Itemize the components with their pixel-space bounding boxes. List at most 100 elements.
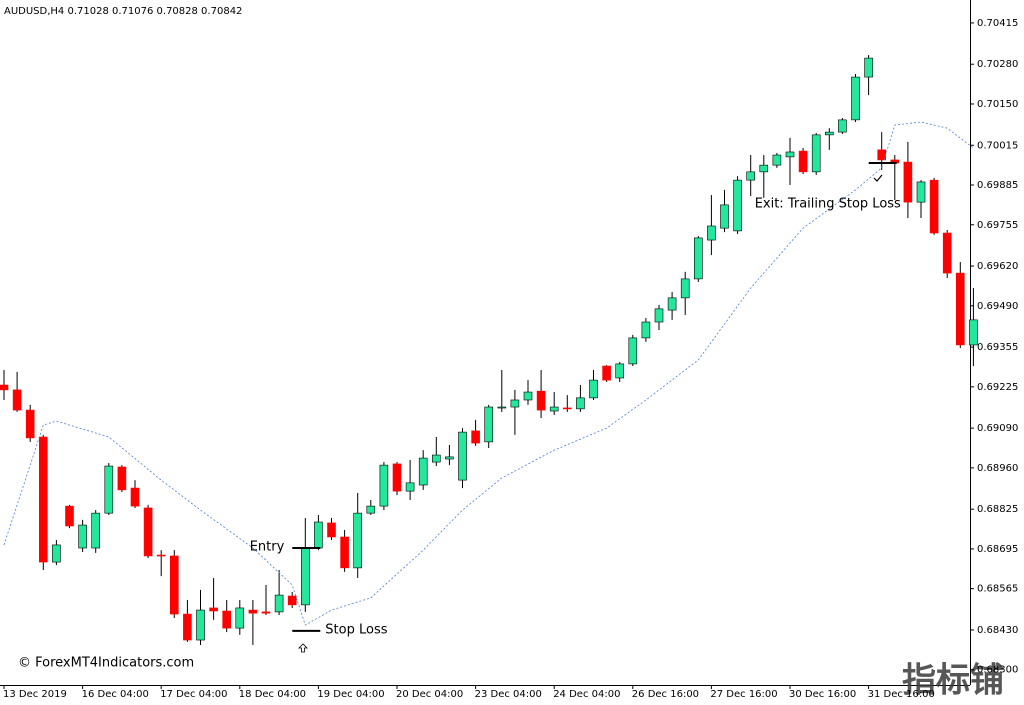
y-tick-label: 0.68960	[977, 463, 1018, 474]
candle-body	[562, 407, 572, 410]
candle-body	[654, 308, 664, 323]
candle-body	[379, 464, 389, 507]
candle-body	[785, 151, 795, 158]
x-tick-label: 13 Dec 2019	[3, 689, 67, 700]
x-tick-label: 16 Dec 04:00	[82, 689, 149, 700]
candle-body	[340, 536, 349, 569]
check-icon	[873, 174, 883, 182]
candle-body	[484, 406, 494, 443]
candle-body	[772, 154, 782, 166]
x-tick-label: 18 Dec 04:00	[239, 689, 306, 700]
x-tick-label: 17 Dec 04:00	[160, 689, 227, 700]
candle-body	[353, 512, 363, 569]
candle-body	[811, 134, 821, 173]
chart-title: AUDUSD,H4 0.71028 0.71076 0.70828 0.7084…	[4, 6, 242, 17]
y-tick-label: 0.68695	[977, 544, 1018, 555]
candle-body	[458, 431, 467, 481]
candle-body	[759, 164, 769, 173]
x-tick-label: 20 Dec 04:00	[396, 689, 463, 700]
candle-body	[235, 607, 245, 629]
candle-body	[78, 524, 87, 549]
candle-body	[851, 76, 860, 121]
candle-body	[523, 391, 533, 401]
candle-body	[209, 607, 218, 612]
candle-body	[445, 456, 454, 460]
candle-body	[261, 611, 271, 614]
x-tick-label: 26 Dec 16:00	[632, 689, 699, 700]
y-tick-label: 0.68300	[977, 665, 1018, 676]
candle-body	[156, 554, 166, 557]
candle-body	[222, 610, 231, 629]
candle-body	[680, 278, 690, 299]
y-tick-label: 0.68825	[977, 504, 1018, 515]
y-tick-label: 0.69620	[977, 261, 1018, 272]
candle-body	[117, 466, 127, 491]
candle-body	[91, 512, 100, 549]
candle-body	[536, 390, 546, 411]
candle-body	[576, 397, 585, 410]
x-tick-label: 24 Dec 04:00	[553, 689, 620, 700]
candle-body	[327, 522, 336, 538]
candle-body	[65, 505, 74, 527]
y-tick-label: 0.70280	[977, 59, 1018, 70]
candle-body	[549, 406, 559, 412]
candle-body	[143, 507, 153, 557]
y-tick-label: 0.69885	[977, 180, 1018, 191]
candle-body	[170, 555, 179, 615]
x-tick-label: 31 Dec 16:00	[868, 689, 935, 700]
y-tick-label: 0.70150	[977, 99, 1018, 110]
candle-body	[510, 399, 520, 408]
x-tick-label: 23 Dec 04:00	[475, 689, 542, 700]
candle-body	[274, 594, 284, 613]
x-tick-label: 19 Dec 04:00	[317, 689, 384, 700]
y-tick-label: 0.69755	[977, 220, 1018, 231]
candle-body	[720, 204, 729, 229]
candle-body	[838, 119, 847, 133]
candle-body	[38, 436, 48, 563]
candle-body	[641, 321, 651, 339]
candle-body	[707, 225, 716, 241]
candle-body	[693, 237, 703, 280]
candle-body	[969, 319, 978, 346]
candle-body	[497, 406, 507, 409]
trailing-stop-line	[3, 121, 974, 626]
candle-body	[471, 430, 480, 444]
candle-body	[130, 487, 140, 507]
candle-body	[12, 389, 22, 411]
candle-body	[929, 179, 939, 234]
candle-body	[615, 363, 625, 379]
candle-body	[196, 609, 205, 641]
candle-body	[366, 505, 376, 514]
arrow-icon	[298, 643, 308, 653]
candle-body	[183, 613, 192, 641]
y-tick-label: 0.69225	[977, 382, 1018, 393]
candle-body	[903, 161, 913, 203]
level-label: Entry	[250, 540, 285, 555]
watermark: 指标铺	[902, 661, 1004, 701]
candle-body	[104, 465, 114, 514]
candle-body	[405, 482, 415, 492]
y-tick-label: 0.69490	[977, 301, 1018, 312]
candle-body	[52, 544, 61, 563]
candle-body	[25, 409, 35, 439]
y-tick-label: 0.68565	[977, 584, 1018, 595]
candle-body	[746, 171, 756, 181]
candle-body	[733, 179, 742, 232]
candle-body	[602, 365, 611, 381]
level-label: Exit: Trailing Stop Loss	[755, 196, 901, 211]
y-tick-label: 0.70415	[977, 18, 1018, 29]
candle-body	[864, 57, 873, 78]
candle-body	[628, 337, 638, 365]
candle-body	[667, 297, 677, 311]
level-label: Stop Loss	[325, 622, 387, 637]
candle-body	[955, 272, 965, 346]
candle-body	[0, 384, 9, 391]
candle-body	[248, 609, 258, 614]
candle-body	[418, 457, 428, 486]
candle-body	[392, 463, 402, 492]
candle-body	[824, 131, 834, 136]
y-tick-label: 0.69355	[977, 342, 1018, 353]
y-tick-label: 0.70015	[977, 140, 1018, 151]
